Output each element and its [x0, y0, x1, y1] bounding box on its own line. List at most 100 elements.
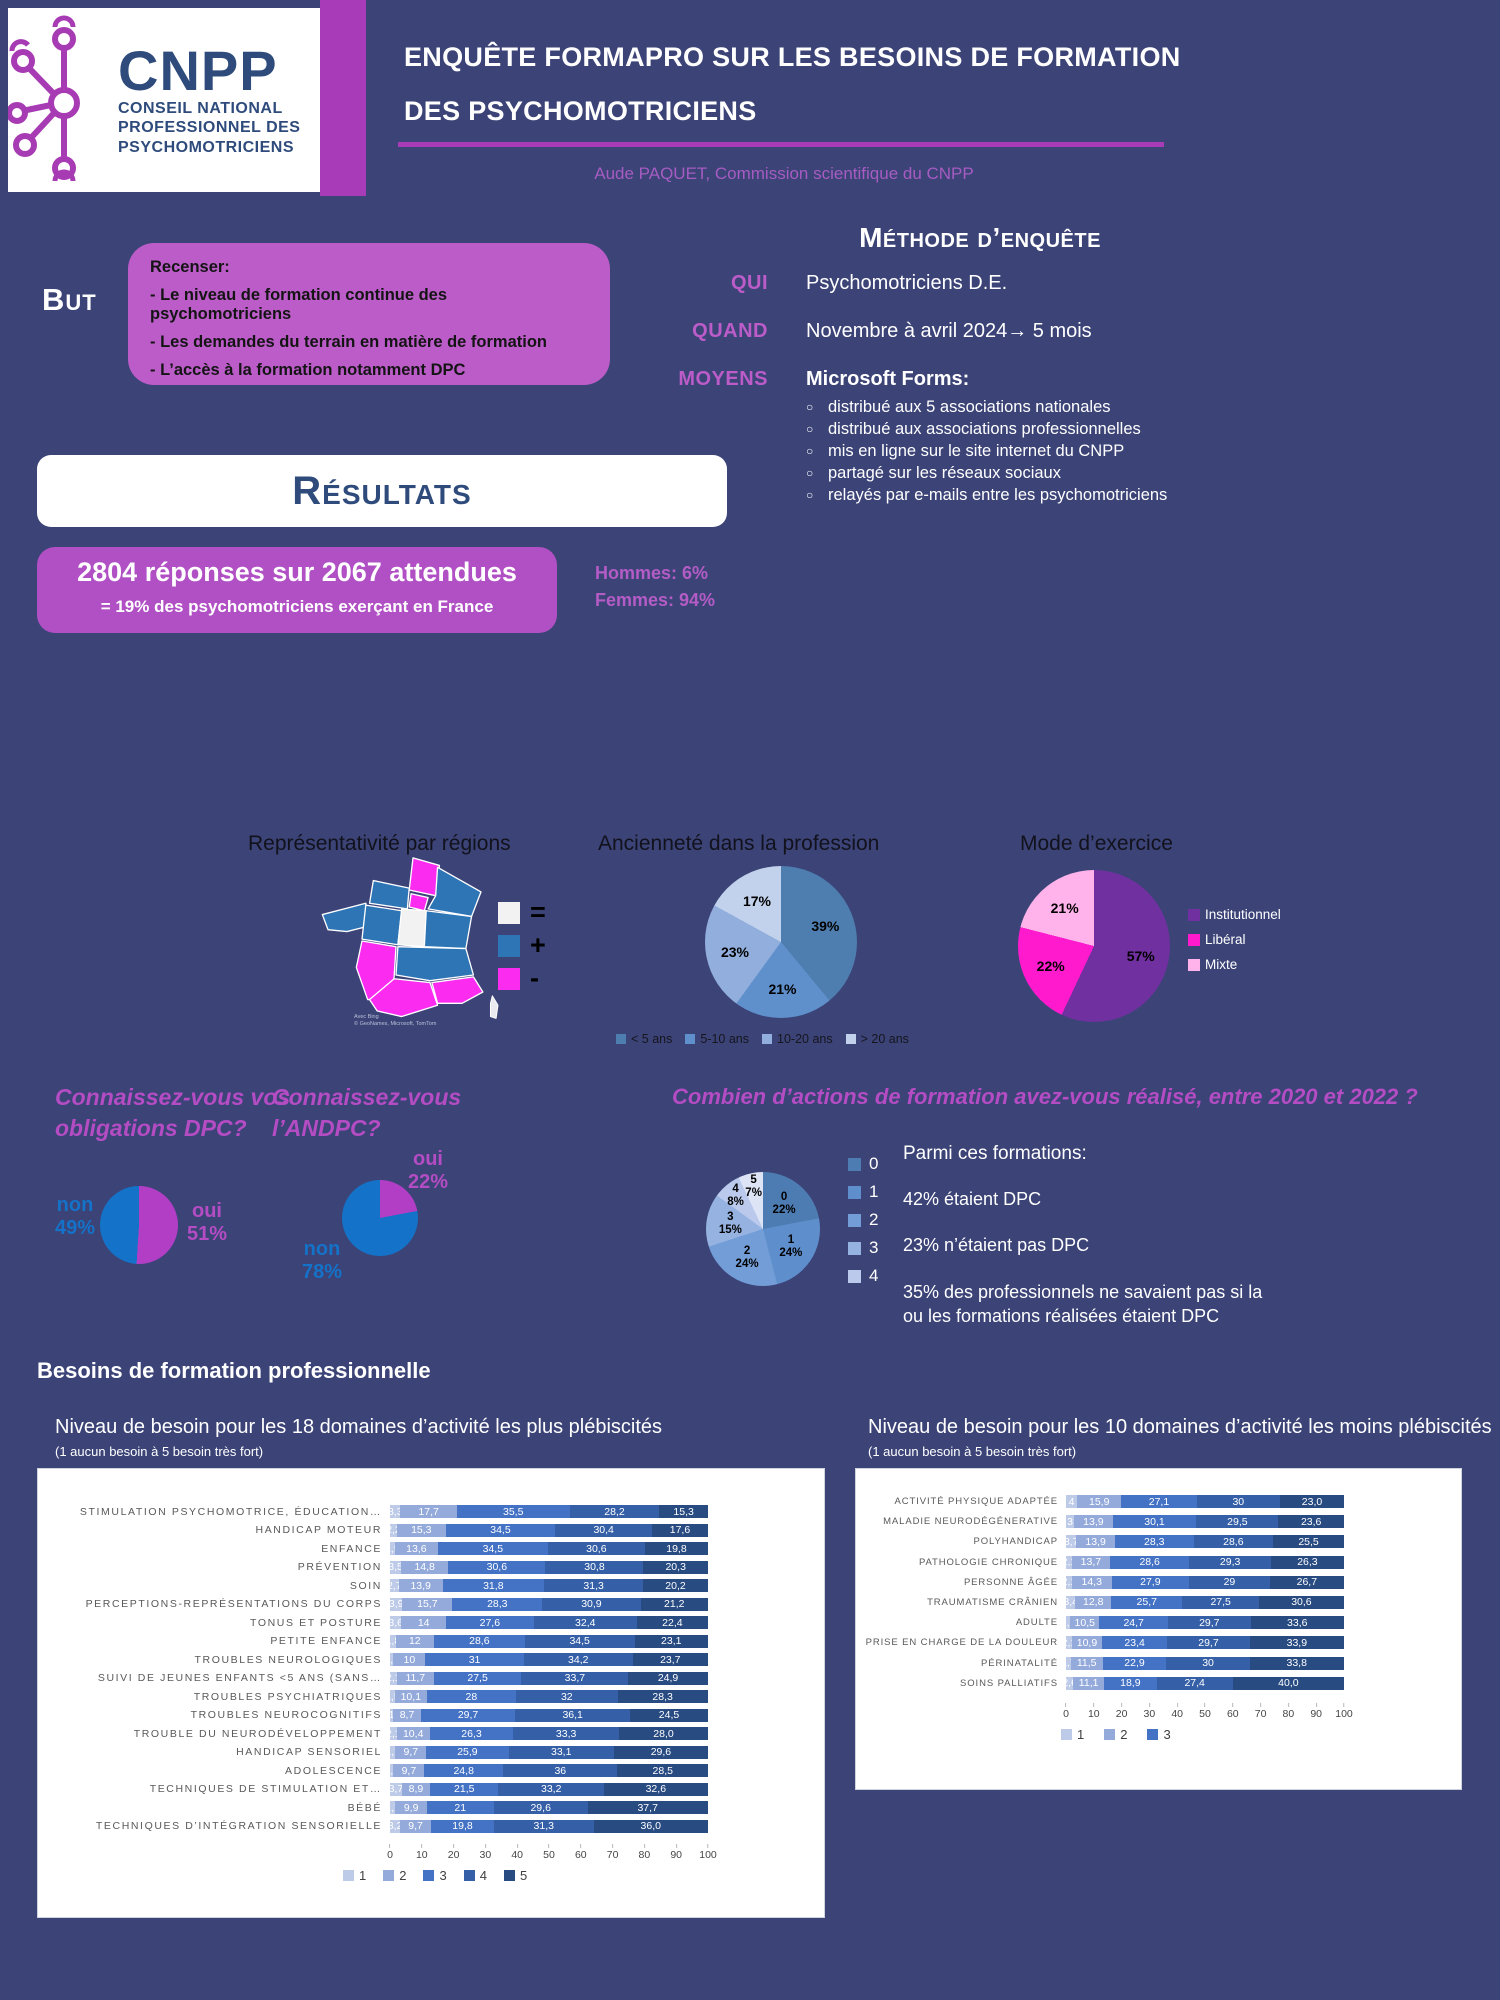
pie-slice-pct: 22%: [772, 1203, 796, 1216]
bar-value-label: 28,6: [1139, 1556, 1160, 1569]
bar-value-label: 1,1: [390, 1764, 394, 1777]
dpc-oui-label: oui 51%: [186, 1200, 228, 1245]
bar-value-label: 26,3: [461, 1727, 482, 1740]
bar-value-label: 30,8: [584, 1561, 605, 1573]
axis-tick: 0: [1063, 1703, 1069, 1720]
bar-value-label: 9,7: [403, 1746, 419, 1758]
legend-label: 1: [1077, 1726, 1085, 1742]
x-axis: 0 10 20 30 40 50 60 70 80 90 100: [387, 1838, 717, 1861]
bar-row: PERSONNE ÂGÉE 2,1 14,3 27,9 29 26,7: [856, 1575, 1461, 1589]
bar-value-label: 28,0: [653, 1727, 674, 1740]
bar-segment: 40,0: [1232, 1676, 1344, 1690]
bar-value-label: 22,4: [662, 1616, 683, 1629]
legend-item: 4: [463, 1868, 487, 1883]
bar-segment: 27,4: [1156, 1676, 1233, 1690]
bar-segment: 30,9: [542, 1597, 641, 1611]
pie-slice-pct: 24%: [779, 1246, 803, 1259]
legend-symbol: =: [530, 897, 546, 927]
bar-value-label: 28,5: [652, 1764, 673, 1777]
bar-value-label: 8,7: [399, 1709, 415, 1721]
bar-segment: 27,5: [1182, 1595, 1259, 1609]
bar-segment: 28,6: [433, 1634, 525, 1648]
bar-value-label: 9,7: [401, 1764, 417, 1777]
axis-tick: 30: [1144, 1703, 1156, 1720]
bar-row: PETITE ENFANCE 1,8 12 28,6 34,5 23,1: [38, 1634, 824, 1648]
bar-segment: 30,6: [448, 1560, 546, 1574]
legend-label: 1: [869, 1182, 879, 1201]
bar-segment: 32,6: [603, 1782, 708, 1796]
bar-value-label: 28,3: [652, 1690, 673, 1703]
bar-value-label: 3: [1067, 1515, 1073, 1528]
poster-title-line1: ENQUÊTE FORMAPRO SUR LES BESOINS DE FORM…: [404, 42, 1181, 72]
bar-value-label: 29,7: [1199, 1616, 1220, 1629]
bar-row: ACTIVITÉ PHYSIQUE ADAPTÉE 4 15,9 27,1 30 23,0: [856, 1495, 1461, 1508]
pie-slice-label: 17%: [742, 893, 772, 910]
bar-value-label: 26,3: [1297, 1556, 1318, 1569]
bar-value-label: 1,8: [390, 1635, 396, 1647]
legend-swatch: [848, 1185, 861, 1199]
bar-category-label: HANDICAP SENSORIEL: [236, 1746, 382, 1758]
bar-value-label: 3,6: [390, 1616, 402, 1629]
legend-swatch: [1188, 958, 1200, 971]
bar-segment: 12: [395, 1634, 434, 1648]
bar-value-label: 2,7: [390, 1579, 399, 1592]
bar-segment: 27,6: [445, 1616, 534, 1629]
x-axis: 0 10 20 30 40 50 60 70 80 90 100: [1063, 1697, 1353, 1720]
andpc-oui-label: oui 22%: [407, 1148, 449, 1193]
bar-value-label: 29,5: [1227, 1515, 1248, 1528]
bar-value-label: 27,1: [1148, 1495, 1170, 1508]
bar-row: TONUS ET POSTURE 3,6 14 27,6 32,4 22,4: [38, 1616, 824, 1629]
bar-row: TROUBLES NEUROLOGIQUES 1,1 10 31 34,2 23,7: [38, 1653, 824, 1666]
bar-value-label: 9,7: [408, 1820, 423, 1832]
legend-item: 2: [848, 1206, 878, 1234]
bar-value-label: 1,7: [1066, 1657, 1071, 1669]
bar-segment: 28: [426, 1690, 516, 1703]
bar-value-label: 30,6: [1291, 1596, 1312, 1609]
bar-value-label: 2,1: [1066, 1636, 1072, 1649]
bar-value-label: 3,2: [390, 1820, 401, 1832]
bar-segment: 28,0: [619, 1727, 708, 1740]
bar-value-label: 2,6: [1066, 1677, 1073, 1690]
bar-value-label: 3,7: [390, 1783, 402, 1795]
axis-tick: 20: [448, 1844, 460, 1861]
methode-heading: Méthode d’enquête: [859, 222, 1101, 253]
bar-track: 2,1 14,3 27,9 29 26,7: [1066, 1575, 1344, 1589]
bar-value-label: 1: [390, 1709, 394, 1721]
regions-chart-title: Représentativité par régions: [248, 832, 511, 855]
bar-value-label: 33,2: [540, 1783, 562, 1795]
bar-segment: 1,7: [1066, 1656, 1071, 1670]
bar-value-label: 10,9: [1076, 1636, 1098, 1649]
bar-value-label: 23,1: [661, 1635, 682, 1647]
cnpp-logo-card: CNPP CONSEIL NATIONAL PROFESSIONNEL DES …: [8, 8, 320, 192]
right-barchart-panel: ACTIVITÉ PHYSIQUE ADAPTÉE 4 15,9 27,1 30 23,0…: [855, 1468, 1462, 1790]
pie-slice-label: 1 24%: [779, 1233, 802, 1259]
bar-segment: 13,9: [1074, 1515, 1113, 1529]
bar-value-label: 13,7: [1080, 1556, 1102, 1569]
legend-item: 1: [1061, 1727, 1084, 1742]
bar-segment: 17,7: [400, 1505, 457, 1518]
bar-segment: 2,1: [1066, 1555, 1072, 1569]
bar-segment: 2,7: [390, 1579, 399, 1592]
legend-label: 5: [519, 1868, 528, 1883]
bar-value-label: 4: [1068, 1495, 1075, 1508]
pie-slice-pct: 24%: [735, 1257, 759, 1270]
bar-value-label: 32,4: [575, 1616, 596, 1629]
left-barchart-title: Niveau de besoin pour les 18 domaines d’…: [55, 1416, 663, 1438]
bar-segment: 9,7: [393, 1764, 425, 1777]
bar-value-label: 10,5: [1074, 1616, 1095, 1629]
bar-category-label: TROUBLE DU NEURODÉVELOPPEMENT: [133, 1727, 382, 1740]
author-subtitle: Aude PAQUET, Commission scientifique du …: [594, 164, 974, 183]
parmi-formations-block: Parmi ces formations: 42% étaient DPC 23…: [903, 1143, 1275, 1328]
bullet-text: distribué aux associations professionnel…: [828, 420, 1141, 438]
legend-swatch: [1104, 1728, 1116, 1740]
mode-exercice-chart-title: Mode d’exercice: [1020, 832, 1173, 855]
bar-segment: 1,8: [390, 1634, 396, 1648]
bar-value-label: 14,8: [414, 1561, 435, 1573]
bar-segment: 30,6: [1258, 1595, 1344, 1609]
bar-category-label: TONUS ET POSTURE: [250, 1616, 382, 1629]
pie-slice-label: 2 24%: [736, 1245, 759, 1271]
pie-slice-cat: 0: [780, 1190, 788, 1203]
bar-segment: 34,5: [524, 1634, 635, 1648]
bar-value-label: 29,7: [1198, 1636, 1219, 1649]
bar-segment: 13,6: [394, 1542, 438, 1555]
